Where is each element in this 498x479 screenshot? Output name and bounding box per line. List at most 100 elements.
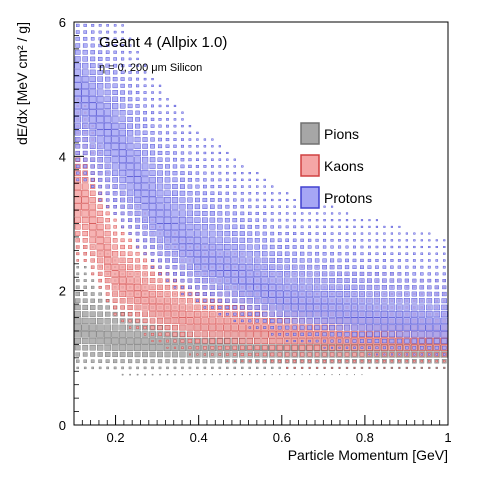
proton-bin — [329, 318, 335, 324]
proton-bin — [359, 311, 366, 317]
proton-bin — [120, 184, 126, 189]
proton-bin — [120, 117, 126, 122]
proton-bin — [210, 205, 214, 209]
proton-bin — [336, 291, 342, 296]
kaon-bin — [151, 333, 154, 335]
proton-bin — [405, 272, 408, 275]
kaon-bin — [82, 217, 88, 223]
proton-bin — [204, 152, 206, 154]
proton-bin — [240, 238, 245, 243]
proton-bin — [180, 191, 185, 195]
proton-bin — [89, 103, 96, 109]
proton-bin — [172, 258, 177, 263]
proton-bin — [241, 212, 244, 215]
proton-bin — [128, 97, 132, 101]
proton-bin — [210, 198, 214, 201]
proton-bin — [225, 231, 230, 236]
kaon-bin — [90, 245, 95, 250]
kaon-bin — [209, 311, 215, 317]
kaon-bin — [307, 345, 312, 350]
kaon-bin — [232, 339, 237, 344]
proton-bin — [91, 178, 94, 181]
proton-bin — [196, 159, 198, 161]
proton-bin — [360, 266, 363, 269]
proton-bin — [99, 31, 102, 33]
proton-bin — [74, 89, 81, 95]
proton-bin — [339, 213, 341, 215]
kaon-bin — [76, 246, 79, 249]
proton-bin — [323, 233, 325, 235]
proton-bin — [233, 313, 236, 315]
proton-bin — [388, 318, 395, 324]
kaon-bin — [136, 319, 139, 322]
kaon-bin — [112, 251, 118, 256]
proton-bin — [308, 239, 311, 242]
proton-bin — [421, 259, 423, 261]
proton-bin — [286, 340, 288, 341]
proton-bin — [399, 226, 401, 228]
proton-bin — [194, 264, 200, 270]
proton-bin — [353, 233, 355, 235]
proton-bin — [104, 116, 111, 122]
proton-bin — [443, 279, 446, 282]
proton-bin — [142, 151, 147, 156]
proton-bin — [194, 237, 201, 243]
kaon-bin — [164, 318, 170, 324]
pion-bin — [137, 374, 138, 375]
proton-bin — [359, 325, 365, 331]
proton-bin — [82, 117, 88, 123]
kaon-bin — [270, 353, 273, 356]
pion-bin — [234, 374, 235, 375]
proton-bin — [196, 293, 199, 296]
proton-bin — [112, 150, 119, 156]
proton-bin — [316, 246, 319, 249]
proton-bin — [216, 257, 223, 263]
proton-bin — [254, 291, 261, 297]
proton-bin — [240, 218, 244, 221]
kaon-bin — [129, 320, 132, 322]
pion-bin — [105, 312, 110, 316]
pion-bin — [89, 331, 96, 337]
kaon-bin — [135, 305, 141, 310]
kaon-bin — [436, 368, 437, 369]
pion-bin — [347, 374, 348, 375]
proton-bin — [172, 237, 179, 243]
proton-bin — [353, 340, 356, 343]
proton-bin — [284, 298, 291, 304]
pion-bin — [151, 359, 155, 362]
kaon-bin — [143, 319, 147, 323]
proton-bin — [217, 218, 222, 222]
proton-bin — [406, 239, 408, 241]
proton-bin — [352, 278, 357, 282]
proton-bin — [113, 84, 118, 88]
proton-bin — [413, 346, 416, 349]
proton-bin — [217, 251, 224, 257]
proton-bin — [224, 251, 230, 257]
proton-bin — [369, 226, 371, 228]
proton-bin — [164, 204, 170, 210]
kaon-bin — [134, 284, 141, 290]
pion-bin — [127, 338, 134, 344]
kaon-bin — [211, 354, 213, 356]
kaon-bin — [75, 231, 80, 235]
pion-bin — [107, 367, 109, 369]
proton-bin — [210, 292, 214, 296]
proton-bin — [255, 312, 259, 316]
proton-bin — [203, 285, 208, 289]
proton-bin — [344, 285, 349, 290]
proton-bin — [249, 172, 251, 174]
proton-bin — [204, 172, 207, 174]
proton-bin — [376, 226, 378, 228]
proton-bin — [159, 105, 161, 107]
proton-bin — [331, 219, 333, 221]
proton-bin — [189, 139, 191, 141]
proton-bin — [443, 266, 445, 268]
legend-label-kaons: Kaons — [324, 158, 364, 174]
kaon-bin — [287, 367, 288, 368]
proton-bin — [89, 123, 95, 129]
proton-bin — [218, 185, 221, 188]
proton-bin — [249, 192, 251, 194]
proton-bin — [174, 105, 176, 107]
proton-bin — [165, 178, 170, 183]
kaon-bin — [90, 204, 96, 210]
